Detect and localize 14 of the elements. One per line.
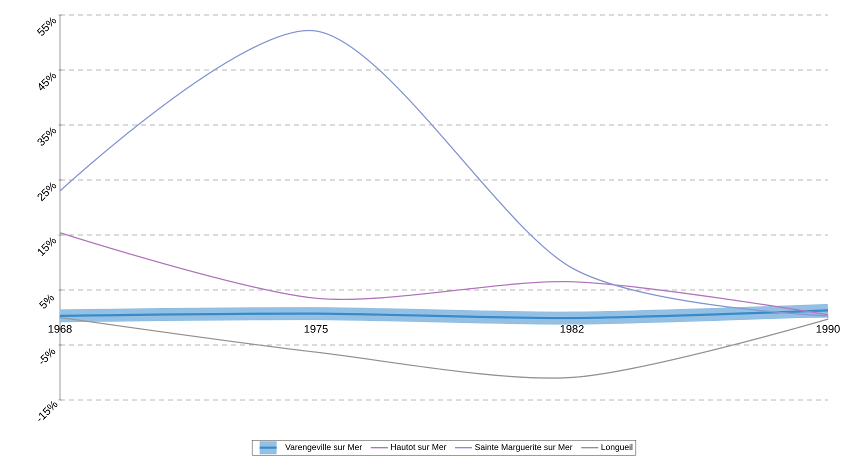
- legend-label: Longueil: [602, 444, 632, 452]
- legend-label: Sainte Marguerite sur Mer: [475, 444, 572, 452]
- x-tick-label: 1975: [304, 325, 328, 333]
- legend-label: Varengeville sur Mer: [285, 444, 362, 452]
- y-tick-label: 45%: [38, 72, 56, 90]
- x-tick-label: 1982: [560, 325, 584, 333]
- legend-label: Hautot sur Mer: [391, 444, 446, 450]
- y-tick-label: 35%: [37, 127, 56, 146]
- y-tick-label: 5%: [39, 294, 54, 308]
- x-tick-label: 1990: [816, 325, 840, 333]
- y-tick-label: -5%: [40, 348, 56, 364]
- y-tick-label: 55%: [36, 17, 56, 36]
- x-tick-label: 1968: [48, 325, 72, 333]
- y-tick-label: 15%: [38, 237, 56, 256]
